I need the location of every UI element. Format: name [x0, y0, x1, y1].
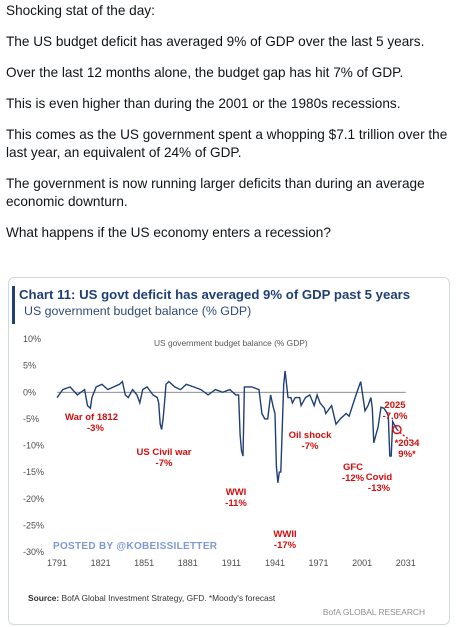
y-tick-label: 5% [23, 361, 36, 371]
y-tick-label: 0% [23, 387, 36, 397]
post-paragraph: This is even higher than during the 2001… [6, 96, 401, 111]
series-line [56, 370, 398, 483]
annotation-value: -3% [87, 423, 104, 434]
annotation-label: WWII [273, 529, 296, 540]
y-tick-label: -25% [23, 520, 44, 530]
post-paragraph: The US budget deficit has averaged 9% of… [6, 34, 425, 49]
chart-title: Chart 11: US govt deficit has averaged 9… [19, 287, 411, 302]
post-text: Shocking stat of the day: The US budget … [6, 2, 450, 255]
post-paragraph: Over the last 12 months alone, the budge… [6, 65, 404, 80]
post-paragraph: The government is now running larger def… [6, 176, 425, 209]
y-tick-label: -5% [23, 414, 39, 424]
annotation-value: -7% [302, 441, 319, 452]
x-tick-label: 1851 [134, 558, 154, 568]
post-paragraph: What happens if the US economy enters a … [6, 225, 331, 240]
x-tick-label: 1791 [47, 558, 67, 568]
x-tick-label: 2031 [396, 558, 416, 568]
post-paragraph: This comes as the US government spent a … [6, 127, 448, 160]
chart-source: Source: BofA Global Investment Strategy,… [28, 593, 275, 603]
annotation-label: War of 1812 [65, 412, 118, 423]
y-tick-label: -10% [23, 441, 44, 451]
source-label: Source: [28, 593, 60, 603]
chart-inner-title: US government budget balance (% GDP) [154, 338, 308, 348]
annotation-value: -13% [368, 483, 391, 494]
annotation-value: -11% [225, 498, 247, 509]
annotation-label: Covid [366, 472, 393, 483]
chart-title-accent [12, 286, 15, 324]
chart-credit: BofA GLOBAL RESEARCH [322, 607, 425, 617]
y-tick-label: -20% [23, 494, 44, 504]
x-tick-label: 1971 [309, 558, 329, 568]
chart-image-card[interactable]: Chart 11: US govt deficit has averaged 9… [8, 277, 450, 625]
forecast-marker [392, 424, 402, 435]
annotation-value: -17% [274, 540, 297, 551]
annotation-label: Oil shock [289, 430, 332, 441]
annotation-label: US Civil war [137, 447, 192, 458]
x-tick-label: 1911 [222, 558, 241, 568]
annotation-value: -7.0% [383, 411, 408, 422]
x-tick-label: 2001 [352, 558, 372, 568]
annotation-label: *2034 [395, 438, 421, 449]
y-tick-label: -30% [23, 547, 44, 557]
y-tick-label: -15% [23, 467, 44, 477]
x-tick-label: 1941 [265, 558, 285, 568]
forecast-line [396, 428, 411, 441]
annotation-label: WWI [226, 487, 247, 498]
annotation-label: GFC [343, 462, 363, 473]
annotation-value: -12% [342, 473, 365, 484]
annotation-value: 9%* [398, 449, 416, 460]
source-text: BofA Global Investment Strategy, GFD. *M… [59, 593, 276, 603]
post-paragraph: Shocking stat of the day: [6, 3, 155, 18]
y-tick-label: 10% [23, 334, 41, 344]
watermark: POSTED BY @KOBEISSILETTER [53, 541, 218, 552]
x-tick-label: 1881 [178, 558, 198, 568]
chart-subtitle: US government budget balance (% GDP) [24, 304, 252, 318]
chart-plot: US government budget balance (% GDP) 10%… [23, 334, 421, 568]
annotation-label: 2025 [384, 400, 406, 411]
x-tick-label: 1821 [91, 558, 111, 568]
annotation-value: -7% [156, 458, 173, 469]
